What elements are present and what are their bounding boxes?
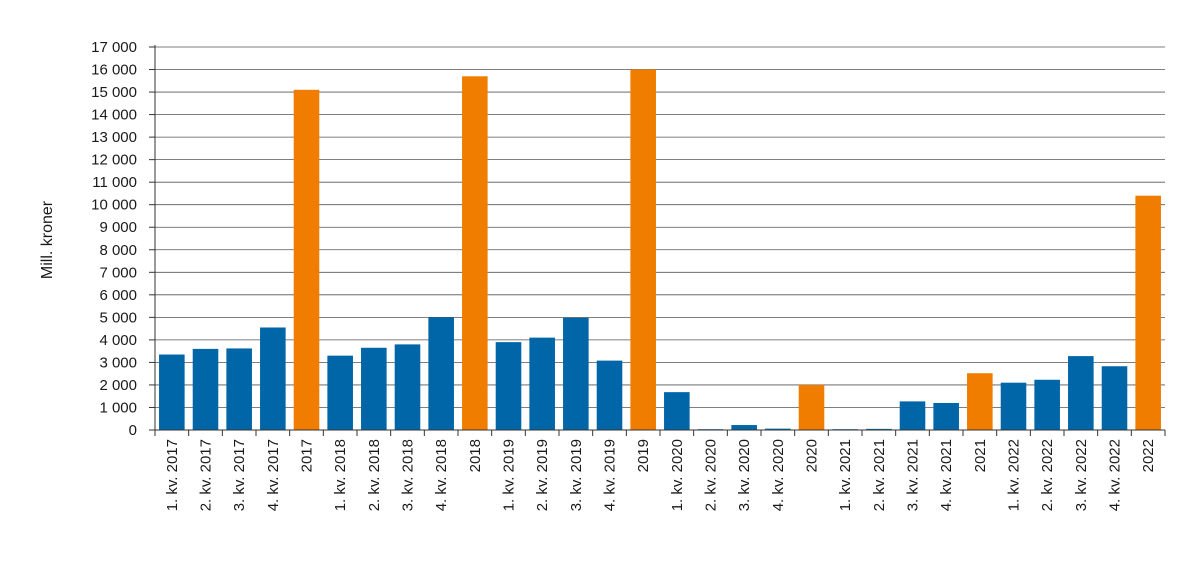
bar-quarter	[731, 425, 757, 430]
y-tick-label: 11 000	[92, 174, 137, 191]
y-tick-label: 1 000	[99, 399, 137, 416]
bars	[159, 69, 1161, 431]
y-tick-label: 17 000	[91, 39, 137, 56]
x-tick-label: 2021	[972, 439, 989, 472]
x-tick-label: 2020	[804, 439, 821, 472]
bar-quarter	[765, 428, 791, 430]
x-tick-label: 2017	[299, 439, 316, 472]
x-tick-label: 1. kv. 2021	[837, 439, 854, 511]
y-tick-label: 6 000	[99, 287, 137, 304]
bar-quarter	[159, 354, 185, 430]
bar-quarter	[192, 348, 219, 430]
x-tick-label: 2018	[467, 439, 484, 472]
y-tick-labels: 0 1 000 2 000 3 000 4 000 5 000 6 000 7 000 8 00…	[91, 39, 137, 439]
y-tick-label: 14 000	[91, 107, 137, 124]
bar-year	[1135, 195, 1161, 430]
x-tick-label: 2. kv. 2020	[703, 439, 720, 511]
x-tick-label: 4. kv. 2017	[265, 439, 282, 511]
x-tick-label: 4. kv. 2020	[770, 439, 787, 511]
y-tick-label: 4 000	[99, 332, 137, 349]
x-tick-label: 1. kv. 2017	[164, 439, 181, 511]
x-tick-label: 1. kv. 2018	[332, 439, 349, 511]
y-tick-label: 15 000	[91, 84, 137, 101]
y-tick-label: 2 000	[99, 377, 137, 394]
x-tick-label: 1. kv. 2020	[669, 439, 686, 511]
bar-quarter	[899, 401, 926, 430]
x-tick-label: 3. kv. 2020	[736, 439, 753, 511]
bar-quarter	[1068, 356, 1094, 430]
x-tick-label: 4. kv. 2019	[602, 439, 619, 511]
bar-year	[293, 89, 320, 431]
gridlines	[155, 46, 1165, 408]
x-tick-label: 2. kv. 2018	[366, 439, 383, 511]
bar-quarter	[226, 348, 252, 430]
bar-quarter	[596, 360, 623, 430]
bar-year	[967, 373, 993, 430]
bar-quarter	[866, 428, 892, 430]
bar-year	[798, 384, 825, 430]
bar-quarter	[327, 355, 353, 430]
bar-quarter	[428, 317, 454, 430]
x-tick-label: 3. kv. 2021	[905, 439, 922, 511]
y-tick-label: 9 000	[99, 219, 137, 236]
x-tick-label: 2019	[635, 439, 652, 472]
bar-quarter	[1101, 366, 1128, 430]
x-tick-label: 4. kv. 2022	[1107, 439, 1124, 511]
x-tick-label: 1. kv. 2022	[1006, 439, 1023, 511]
bar-quarter	[563, 317, 589, 430]
y-tick-label: 13 000	[91, 129, 137, 146]
bar-quarter	[529, 337, 555, 430]
bar-year	[630, 69, 656, 430]
y-tick-label: 16 000	[91, 62, 137, 79]
x-tick-label: 4. kv. 2021	[938, 439, 955, 511]
bar-quarter	[664, 392, 690, 430]
bar-quarter	[495, 342, 522, 430]
y-tick-label: 10 000	[91, 197, 137, 214]
y-axis-label: Mill. kroner	[39, 200, 56, 279]
bar-quarter	[260, 327, 286, 430]
x-tick-label: 2. kv. 2022	[1039, 439, 1056, 511]
x-tick-label: 3. kv. 2017	[231, 439, 248, 511]
x-tick-label: 4. kv. 2018	[433, 439, 450, 511]
bar-quarter	[1034, 379, 1060, 430]
y-tick-label: 8 000	[99, 242, 137, 259]
x-tick-label: 2. kv. 2021	[871, 439, 888, 511]
x-tick-label: 2022	[1140, 439, 1157, 472]
bar-quarter	[1000, 382, 1027, 430]
bar-year	[462, 76, 488, 430]
x-tick-label: 2. kv. 2017	[198, 439, 215, 511]
x-tick-label: 1. kv. 2019	[501, 439, 518, 511]
bar-quarter	[394, 344, 421, 430]
y-tick-label: 5 000	[99, 309, 137, 326]
x-tick-label: 3. kv. 2018	[400, 439, 417, 511]
y-tick-label: 0	[129, 422, 137, 439]
x-tick-label: 3. kv. 2019	[568, 439, 585, 511]
y-tick-label: 12 000	[91, 152, 137, 169]
x-tick-labels: 1. kv. 2017 2. kv. 2017 3. kv. 2017 4. kv. …	[164, 439, 1157, 511]
y-tick-label: 3 000	[99, 354, 137, 371]
bar-quarter	[933, 402, 959, 430]
x-tick-label: 2. kv. 2019	[534, 439, 551, 511]
axes	[149, 45, 1166, 436]
bar-quarter	[361, 347, 387, 430]
x-tick-label: 3. kv. 2022	[1073, 439, 1090, 511]
y-tick-label: 7 000	[99, 264, 137, 281]
